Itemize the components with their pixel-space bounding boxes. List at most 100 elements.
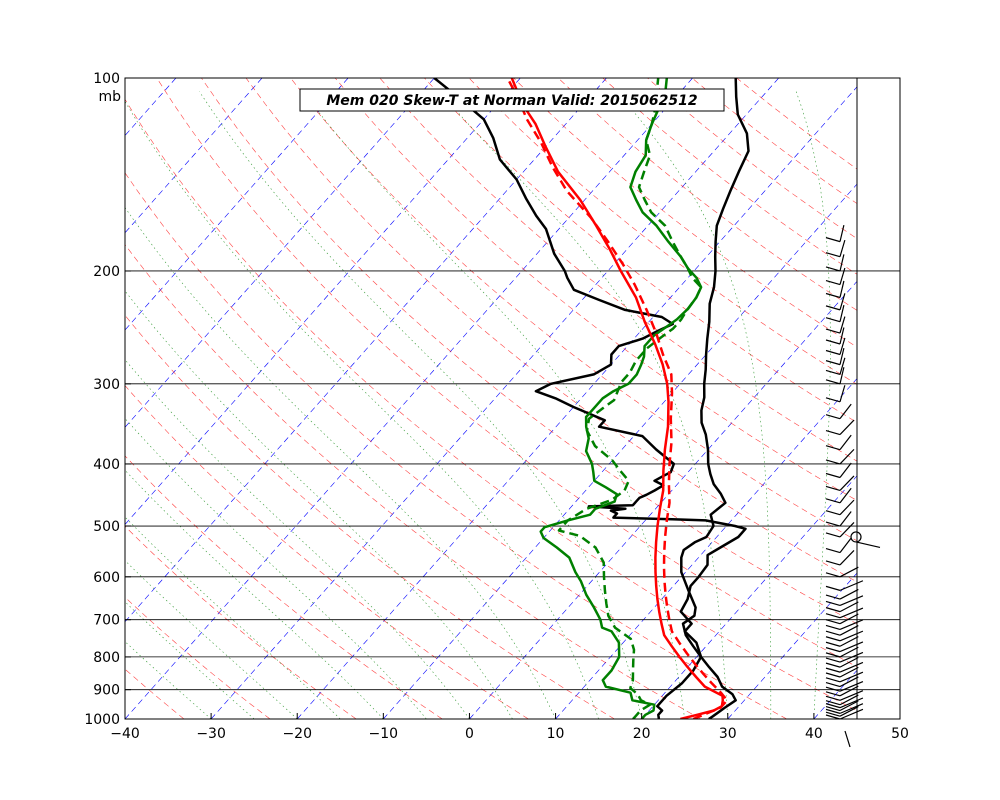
wind-barb xyxy=(839,254,845,272)
isotherm-line xyxy=(727,572,857,719)
series-line xyxy=(433,78,747,719)
wind-barb-flag xyxy=(825,703,841,709)
wind-barb xyxy=(839,625,859,636)
isotherm-line xyxy=(125,78,521,525)
isotherm-line xyxy=(125,78,607,623)
dry-adiabat-line xyxy=(0,78,98,719)
wind-barb xyxy=(839,487,852,504)
moist-adiabat-line xyxy=(125,418,427,719)
wind-barb xyxy=(839,636,859,647)
series-line xyxy=(680,78,750,719)
dry-adiabat-line xyxy=(424,78,857,423)
wind-barb xyxy=(839,499,855,516)
wind-barb xyxy=(855,541,881,549)
dry-adiabat-line xyxy=(468,78,857,385)
isotherm-line xyxy=(0,78,4,719)
wind-barb-flag xyxy=(825,619,841,625)
wind-barb-flag xyxy=(825,641,841,647)
isotherm-line xyxy=(125,78,263,234)
plot-frame xyxy=(124,77,901,720)
x-tick-label: −10 xyxy=(369,726,399,742)
x-tick-label: 20 xyxy=(633,726,651,742)
wind-barb xyxy=(839,613,859,625)
y-tick-label: 300 xyxy=(93,377,120,393)
wind-barb xyxy=(839,419,855,436)
wind-barb xyxy=(839,671,864,683)
wind-barb-flag xyxy=(825,677,841,683)
wind-barb xyxy=(839,267,846,285)
wind-barb xyxy=(839,462,852,478)
x-tick-label: −30 xyxy=(196,726,226,742)
dry-adiabat-line xyxy=(245,78,857,583)
x-tick-label: −20 xyxy=(282,726,312,742)
wind-barb xyxy=(839,580,864,591)
title-box xyxy=(299,88,725,112)
wind-barb xyxy=(839,681,864,692)
wind-barb-flag xyxy=(825,252,841,258)
wind-barb-flag xyxy=(825,667,841,673)
series-line xyxy=(510,78,725,719)
dry-adiabat-line xyxy=(647,78,857,239)
wind-barb xyxy=(839,703,864,714)
wind-barb xyxy=(839,475,855,491)
wind-barb-flag xyxy=(825,369,841,375)
wind-barb xyxy=(839,706,859,717)
moist-adiabat-line xyxy=(439,91,729,719)
wind-barb xyxy=(839,700,859,712)
wind-barb xyxy=(839,595,864,606)
wind-barb-flag xyxy=(825,547,841,554)
wind-barb xyxy=(839,367,845,384)
dry-adiabat-line xyxy=(334,78,857,501)
wind-barb xyxy=(839,685,859,697)
wind-barb xyxy=(839,521,855,538)
wind-barb-flag xyxy=(825,292,841,299)
isotherm-line xyxy=(555,378,857,719)
wind-barb-flag xyxy=(825,560,841,566)
wind-barb-flag xyxy=(825,328,841,334)
x-tick-label: 0 xyxy=(465,726,474,742)
wind-barb xyxy=(839,588,859,600)
wind-barb xyxy=(839,293,846,311)
x-tick-label: 10 xyxy=(547,726,565,742)
moist-adiabat-line xyxy=(125,206,556,719)
series-line xyxy=(539,78,703,719)
moist-adiabat-line xyxy=(199,91,642,719)
isotherm-line xyxy=(0,78,90,719)
wind-barb xyxy=(839,448,855,465)
moist-adiabat-line xyxy=(125,516,341,719)
wind-barb-flag xyxy=(825,349,841,356)
wind-barb-flag xyxy=(825,339,841,345)
wind-barb-flag xyxy=(825,657,841,663)
wind-barb-flag xyxy=(825,279,841,286)
dry-adiabat-line xyxy=(156,78,857,668)
wind-barb-flag xyxy=(825,695,841,701)
wind-barb xyxy=(839,537,852,553)
wind-barb xyxy=(839,646,859,658)
wind-barb xyxy=(839,434,852,451)
isotherm-line xyxy=(900,78,1000,719)
wind-barb xyxy=(839,601,859,613)
wind-barb-flag xyxy=(825,485,841,492)
wind-barb xyxy=(839,641,864,653)
dry-adiabat-line xyxy=(557,78,857,311)
isotherm-line xyxy=(125,78,349,331)
wind-barb xyxy=(844,730,851,748)
x-tick-label: 40 xyxy=(805,726,823,742)
chart-title: Mem 020 Skew-T at Norman Valid: 20150625… xyxy=(326,93,697,109)
isotherm-line xyxy=(383,183,857,719)
y-tick-label: 900 xyxy=(93,683,120,699)
wind-barb-flag xyxy=(825,647,841,653)
dry-adiabat-line xyxy=(125,668,185,719)
dry-adiabat-line xyxy=(201,78,857,625)
wind-barb-flag xyxy=(825,662,841,668)
wind-barb xyxy=(839,403,852,420)
wind-barb-flag xyxy=(825,636,841,642)
isotherm-line xyxy=(125,78,435,428)
dry-adiabat-line xyxy=(125,385,529,719)
wind-barb-flag xyxy=(825,613,841,619)
wind-barb xyxy=(839,661,864,673)
wind-barb xyxy=(839,385,846,402)
wind-barb-flag xyxy=(825,532,841,538)
dry-adiabat-line xyxy=(290,78,857,542)
